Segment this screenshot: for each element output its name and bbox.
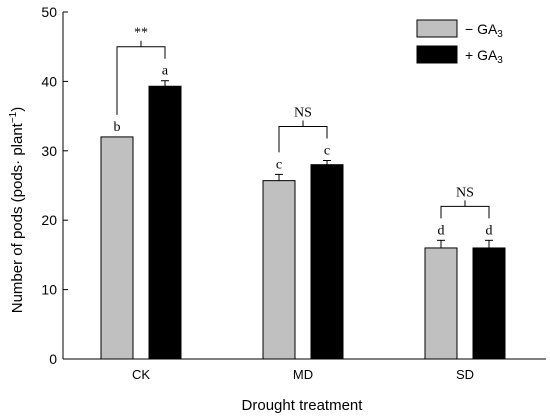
comparison-bracket	[278, 126, 328, 153]
legend-swatch	[416, 19, 458, 38]
y-tick-label: 50	[41, 4, 57, 20]
comparison-significance: **	[134, 26, 148, 41]
y-tick-label: 40	[41, 73, 57, 89]
y-axis-label: Number of pods (pods· plant−1)	[8, 107, 26, 314]
bar	[424, 247, 458, 360]
bar	[262, 180, 296, 360]
legend-label: + GA3	[465, 47, 503, 66]
y-tick-label: 0	[49, 351, 57, 367]
significance-letter: b	[114, 120, 121, 135]
x-axis-label: Drought treatment	[242, 397, 364, 414]
plot-area: 0 10 20 30 40 50 CK b a ** MD c c NS SD d d NS − GA3 + GA3	[41, 4, 546, 382]
comparison-bracket	[440, 205, 490, 219]
x-tick-label: SD	[456, 367, 474, 382]
bar	[148, 85, 182, 360]
significance-letter: d	[486, 223, 493, 238]
legend-label: − GA3	[465, 21, 503, 40]
bar	[472, 247, 506, 360]
significance-letter: c	[276, 157, 282, 172]
significance-letter: c	[324, 144, 330, 159]
y-tick-label: 20	[41, 212, 57, 228]
comparison-significance: NS	[294, 106, 312, 121]
y-tick-label: 10	[41, 282, 57, 298]
x-tick-label: MD	[293, 367, 313, 382]
x-tick-label: CK	[132, 367, 150, 382]
legend-swatch	[416, 45, 458, 64]
bar	[100, 136, 134, 360]
legend: − GA3 + GA3	[416, 19, 503, 66]
significance-letter: d	[438, 223, 445, 238]
bar	[310, 164, 344, 360]
y-tick-label: 30	[41, 143, 57, 159]
significance-letter: a	[162, 64, 169, 79]
comparison-significance: NS	[456, 185, 474, 200]
